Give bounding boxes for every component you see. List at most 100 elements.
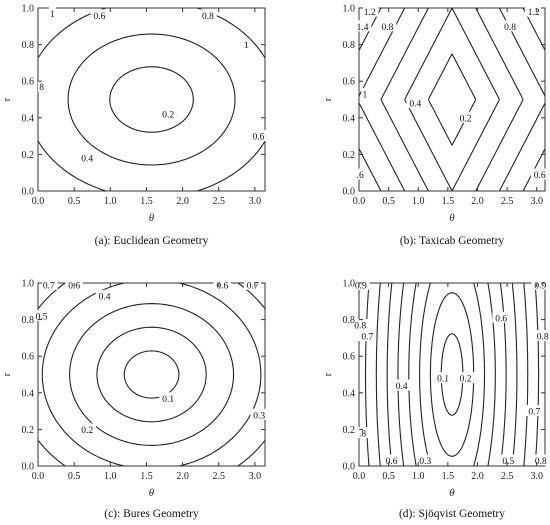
contour-lines bbox=[364, 283, 540, 466]
contour-line bbox=[69, 303, 235, 446]
contour-label-bg bbox=[499, 454, 518, 466]
contour-label: 0.6 bbox=[495, 314, 507, 324]
y-tick-label: 1.0 bbox=[22, 4, 35, 15]
contour-label-bg bbox=[416, 454, 435, 466]
contour-line bbox=[109, 66, 194, 133]
contour-line bbox=[38, 283, 265, 466]
contour-label: 0.4 bbox=[409, 100, 421, 110]
contour-label: 0.2 bbox=[81, 426, 93, 436]
x-tick-label: 3.0 bbox=[530, 471, 543, 482]
contour-label-bg bbox=[358, 330, 377, 342]
y-axis-label: r bbox=[1, 372, 13, 376]
contour-label-bg bbox=[360, 5, 379, 17]
contour-label: 0.8 bbox=[537, 333, 549, 343]
contour-line bbox=[359, 8, 545, 191]
contour-label-bg bbox=[524, 5, 543, 17]
y-tick-label: 0.4 bbox=[22, 388, 35, 399]
y-tick-label: 0.2 bbox=[343, 425, 356, 436]
contour-label-bg bbox=[199, 9, 217, 21]
plot-frame bbox=[37, 7, 266, 192]
x-tick-label: 1.0 bbox=[104, 196, 117, 207]
x-tick-label: 1.5 bbox=[442, 196, 455, 207]
contour-line bbox=[123, 350, 180, 399]
contour-label: 0.5 bbox=[36, 312, 48, 322]
y-tick-label: 0.4 bbox=[343, 113, 356, 124]
contour-label: 0.9 bbox=[534, 281, 546, 291]
plot-frame bbox=[358, 7, 546, 192]
x-tick-label: 1.5 bbox=[140, 471, 153, 482]
contour-line bbox=[96, 326, 207, 423]
contour-label-bg bbox=[356, 427, 369, 439]
contour-label-bg bbox=[48, 7, 57, 19]
x-axis-label: θ bbox=[149, 212, 155, 224]
contour-label: 0.6 bbox=[386, 457, 398, 467]
contour-label-bg bbox=[434, 372, 452, 384]
contour-label-bg bbox=[159, 392, 177, 404]
contour-label: 0.5 bbox=[502, 457, 514, 467]
y-tick-label: 0.0 bbox=[343, 187, 356, 198]
x-tick-label: 0.5 bbox=[68, 471, 81, 482]
y-tick-label: 0.0 bbox=[22, 462, 35, 473]
panel-d: 0.9 0.90.80.70.60.80.40.1 0.20.7.80.6 0.3 0.… bbox=[322, 279, 550, 520]
contour-label: 0.7 bbox=[247, 281, 259, 291]
x-tick-label: 1.0 bbox=[412, 471, 425, 482]
x-tick-label: 2.0 bbox=[176, 471, 189, 482]
contour-label-bg bbox=[242, 38, 250, 50]
y-tick-label: 1.0 bbox=[22, 279, 35, 290]
contour-label-bg bbox=[353, 20, 372, 32]
y-tick-label: 0.6 bbox=[22, 352, 35, 363]
x-tick-label: 3.0 bbox=[249, 196, 262, 207]
contour-label: 0.1 bbox=[162, 395, 174, 405]
contour-label: 1 bbox=[363, 91, 368, 101]
contour-label: 0.1 bbox=[437, 375, 449, 385]
contour-label-bg bbox=[456, 111, 475, 123]
contour-line bbox=[359, 8, 545, 191]
contour-label-bg bbox=[406, 97, 425, 109]
contour-label: 0.2 bbox=[460, 114, 472, 124]
contour-line bbox=[38, 8, 265, 191]
contour-line bbox=[419, 283, 486, 466]
contour-label-bg bbox=[382, 454, 401, 466]
panel-caption: (d): Sjöqvist Geometry bbox=[399, 508, 505, 520]
y-tick-label: 0.8 bbox=[343, 315, 356, 326]
contour-lines bbox=[38, 8, 265, 191]
x-tick-label: 2.0 bbox=[176, 196, 189, 207]
contour-label: 0.4 bbox=[81, 155, 93, 165]
x-tick-label: 0.0 bbox=[32, 471, 45, 482]
panel-caption: (a): Euclidean Geometry bbox=[95, 235, 209, 247]
x-tick-label: 2.5 bbox=[501, 196, 514, 207]
contour-label: 0.6 bbox=[534, 171, 546, 181]
contour-label: 1.4 bbox=[357, 23, 369, 33]
contour-label: 0.6 bbox=[216, 281, 228, 291]
x-tick-label: 0.0 bbox=[353, 196, 366, 207]
contour-label-bg bbox=[392, 379, 411, 391]
contour-label-bg bbox=[530, 168, 549, 180]
contour-label-bg bbox=[32, 309, 51, 321]
y-axis-label: r bbox=[322, 372, 334, 376]
x-tick-label: 3.0 bbox=[530, 196, 543, 207]
contour-label: 1.2 bbox=[364, 8, 376, 18]
x-tick-label: 1.0 bbox=[412, 196, 425, 207]
contour-label-bg bbox=[456, 372, 475, 384]
y-tick-label: 0.6 bbox=[343, 77, 356, 88]
contour-line bbox=[404, 8, 500, 191]
x-axis-label: θ bbox=[449, 212, 455, 224]
x-tick-label: 3.0 bbox=[249, 471, 262, 482]
y-tick-label: 0.0 bbox=[343, 462, 356, 473]
contour-label: 0.2 bbox=[460, 375, 472, 385]
x-tick-label: 2.0 bbox=[471, 196, 484, 207]
contour-line bbox=[41, 283, 262, 466]
y-tick-label: 0.2 bbox=[22, 425, 35, 436]
panel-a: 1 0.6 0.8 1 8 0.2 0.6 0.4 0.0 0.5 1.0 1.5 2.0 2.5 3.0 0… bbox=[1, 4, 268, 247]
contour-label: 0.7 bbox=[528, 408, 540, 418]
x-tick-label: 2.5 bbox=[501, 471, 514, 482]
x-axis-label: θ bbox=[449, 487, 455, 499]
contour-label-bg bbox=[243, 278, 262, 290]
x-tick-label: 1.5 bbox=[442, 471, 455, 482]
y-axis-label: r bbox=[322, 97, 334, 101]
contour-label: 1.2 bbox=[528, 8, 540, 18]
contour-label: 0.8 bbox=[535, 457, 547, 467]
contour-lines bbox=[38, 283, 265, 466]
y-tick-label: 0.4 bbox=[22, 113, 35, 124]
